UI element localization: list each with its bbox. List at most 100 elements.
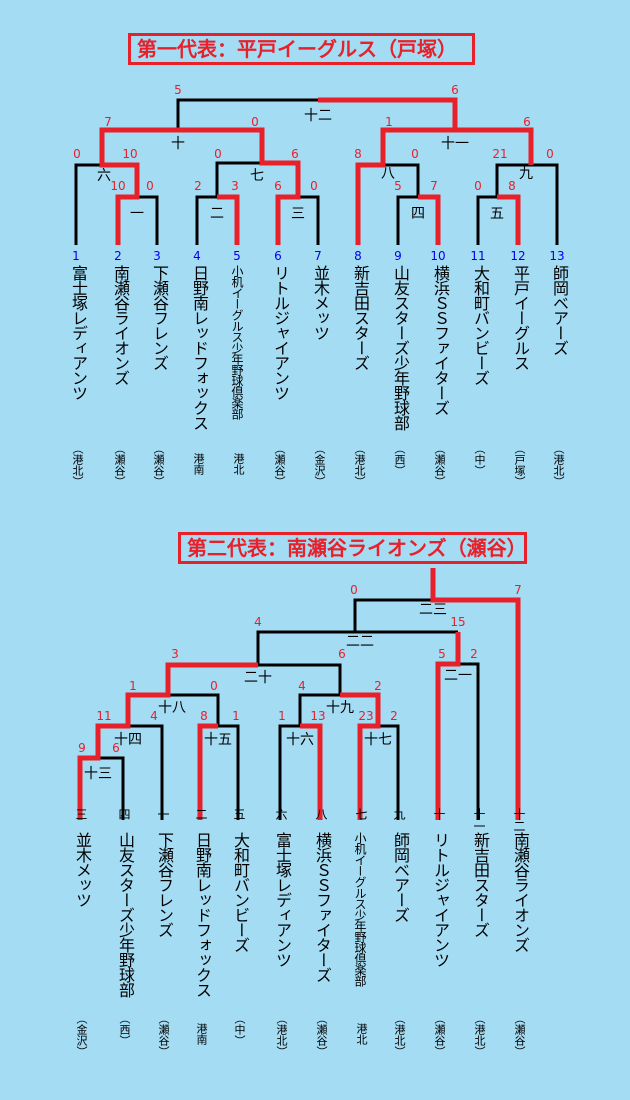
b2-game-二十: 二十	[244, 670, 272, 686]
bracket2-team-name-12: 南瀬谷ライオンズ	[511, 832, 530, 952]
b1-game-二: 二	[210, 206, 224, 222]
b1-line-g10	[176, 98, 318, 130]
bracket1-team-name-3: 下瀬谷フレンズ	[150, 265, 169, 370]
b1-score-10: 8	[354, 147, 362, 161]
b1-line-9	[396, 195, 418, 245]
bracket2-seed-4: 二	[194, 808, 208, 820]
b2-game-十八: 十八	[158, 700, 186, 716]
b1-line-1	[74, 163, 102, 245]
bracket1-team-name-5: 小机イーグルス少年野球倶楽部	[230, 265, 244, 419]
b2-line-g20	[256, 630, 458, 665]
b1-line-13	[531, 163, 559, 245]
bracket1-seed-7: 7	[314, 249, 322, 263]
b2-score-7: 6	[338, 647, 346, 661]
b1-game-七: 七	[250, 168, 264, 184]
b2-line-g22	[353, 598, 433, 632]
b2-line-5	[218, 724, 240, 820]
b2-red-12	[430, 568, 521, 820]
bracket2-team-area-2: （西）	[118, 1013, 131, 1046]
b2-score-11: 2	[374, 679, 382, 693]
bracket2-seed-8: 七	[354, 808, 368, 820]
bracket1-team-area-8: （港北）	[353, 443, 366, 487]
b2-game-十六: 十六	[286, 732, 314, 748]
bracket2-team-name-3: 下瀬谷フレンズ	[155, 832, 174, 937]
b1-score-8: 0	[214, 147, 222, 161]
b2-game-二一: 二一	[444, 668, 472, 684]
b1-game-一: 一	[130, 206, 144, 222]
b2-score-1: 7	[514, 583, 522, 597]
b2-score-9: 0	[210, 679, 218, 693]
bracket2-team-name-5: 大和町バンビーズ	[231, 832, 250, 952]
b2-game-十三: 十三	[84, 766, 112, 782]
bracket1-team-name-6: リトルジャイアンツ	[271, 265, 290, 400]
b2-line-4	[98, 756, 125, 820]
b2-score-12: 11	[96, 709, 111, 723]
bracket2-team-area-8: 港北	[355, 1023, 368, 1045]
b2-game-十九: 十九	[326, 700, 354, 716]
b2-score-17: 13	[310, 709, 325, 723]
bracket2-team-area-12: （瀬谷）	[513, 1013, 526, 1057]
bracket1-team-name-2: 南瀬谷ライオンズ	[111, 265, 130, 385]
b1-score-0: 5	[174, 83, 182, 97]
b1-game-九: 九	[519, 166, 533, 182]
bracket1-team-name-4: 日野南レッドフォックス	[190, 265, 209, 430]
bracket2-team-area-7: （瀬谷）	[315, 1013, 328, 1057]
b1-line-4	[195, 195, 217, 245]
bracket2-team-name-6: 富士塚レディアンツ	[273, 832, 292, 967]
b1-line-g4	[383, 163, 420, 197]
b1-score-12: 21	[492, 147, 507, 161]
b1-line-3	[137, 195, 159, 245]
bracket1-seed-13: 13	[549, 249, 565, 263]
b1-line-7	[298, 195, 320, 245]
bracket1-team-area-7: （金沢）	[313, 443, 326, 487]
b2-score-4: 5	[438, 647, 446, 661]
b2-score-2: 4	[254, 615, 262, 629]
b1-line-11	[476, 195, 497, 245]
b1-score-20: 5	[394, 179, 402, 193]
bracket2-team-area-9: （港北）	[393, 1013, 406, 1057]
b2-score-14: 8	[200, 709, 208, 723]
bracket2-seed-7: 八	[314, 808, 328, 820]
b1-score-6: 0	[73, 147, 81, 161]
bracket2-team-area-5: （中）	[233, 1013, 246, 1046]
b2-line-g15	[168, 693, 220, 726]
bracket2-team-area-1: （金沢）	[75, 1013, 88, 1057]
bracket2-team-area-4: 港南	[195, 1023, 208, 1045]
b2-score-15: 1	[232, 709, 240, 723]
b1-score-9: 6	[291, 147, 299, 161]
bracket1-team-name-13: 師岡ベアーズ	[550, 265, 569, 355]
b1-red-10	[418, 194, 441, 245]
bracket1-team-area-4: 港南	[192, 453, 205, 475]
bracket2-team-name-8: 小机イーグルス少年野球倶楽部	[353, 832, 367, 986]
bracket1-team-name-11: 大和町バンビーズ	[471, 265, 490, 385]
bracket2-team-name-11: 新吉田スターズ	[471, 832, 490, 937]
bracket1-seed-8: 8	[354, 249, 362, 263]
b1-score-4: 1	[385, 115, 393, 129]
bracket1-team-name-10: 横浜ＳＳファイターズ	[431, 265, 450, 415]
b2-red-2	[197, 723, 218, 820]
b1-red-12	[497, 194, 521, 245]
b1-score-11: 0	[411, 147, 419, 161]
bracket2-team-area-11: （港北）	[473, 1013, 486, 1057]
bracket1-team-name-7: 並木メッツ	[311, 265, 330, 340]
bracket1-seed-11: 11	[470, 249, 486, 263]
b1-score-19: 0	[310, 179, 318, 193]
b1-score-5: 6	[523, 115, 531, 129]
b2-line-g19	[258, 663, 342, 695]
b2-game-二三: 二三	[419, 602, 447, 618]
b2-game-十四: 十四	[114, 732, 142, 748]
b1-line-g5	[495, 163, 531, 197]
b2-score-19: 2	[390, 709, 398, 723]
b2-score-8: 1	[129, 679, 137, 693]
bracket1-seed-12: 12	[510, 249, 526, 263]
bracket2-seed-5: 五	[232, 808, 246, 820]
bracket2-seed-9: 九	[392, 808, 406, 820]
b2-line-11	[458, 662, 480, 820]
bracket1-seed-9: 9	[394, 249, 402, 263]
b1-line-g2	[215, 161, 262, 197]
b1-red-final	[318, 97, 534, 165]
bracket2-team-area-10: （瀬谷）	[433, 1013, 446, 1057]
b1-game-八: 八	[381, 166, 395, 182]
b2-game-十七: 十七	[364, 732, 392, 748]
